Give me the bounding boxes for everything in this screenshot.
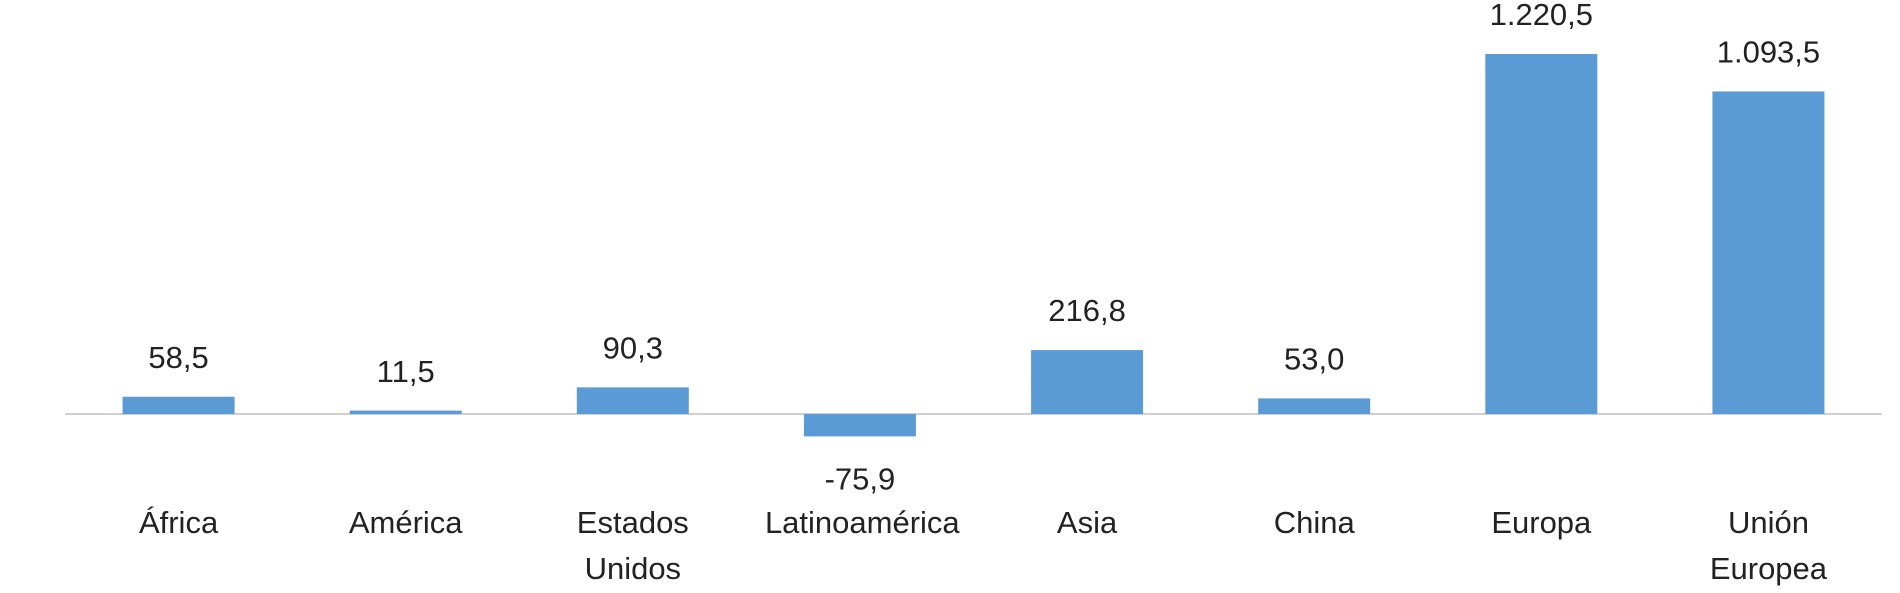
- x-tick-label: Latinoamérica: [764, 505, 960, 540]
- bar: [122, 396, 235, 414]
- value-label: 11,5: [377, 354, 435, 389]
- bar: [1031, 350, 1144, 414]
- value-label: 58,5: [148, 340, 208, 375]
- value-label: 1.220,5: [1490, 0, 1593, 32]
- x-tick-label: China: [1273, 505, 1355, 540]
- value-label: -75,9: [825, 462, 896, 497]
- bar: [1258, 398, 1371, 414]
- x-tick-label: África: [138, 505, 219, 540]
- x-tick-label: Unión Europea: [1709, 505, 1828, 586]
- bar: [803, 414, 916, 437]
- x-tick-label: Europa: [1491, 505, 1592, 540]
- bar: [1485, 54, 1598, 414]
- value-label: 1.093,5: [1717, 35, 1820, 70]
- value-label: 53,0: [1284, 342, 1344, 377]
- bar: [576, 387, 689, 414]
- x-tick-label: Asia: [1056, 505, 1118, 540]
- x-tick-label: América: [348, 505, 463, 540]
- x-tick-label: Estados Unidos: [576, 505, 689, 586]
- bar: [349, 410, 462, 414]
- bar: [1712, 91, 1825, 415]
- value-label: 90,3: [603, 331, 663, 366]
- value-label: 216,8: [1048, 293, 1126, 328]
